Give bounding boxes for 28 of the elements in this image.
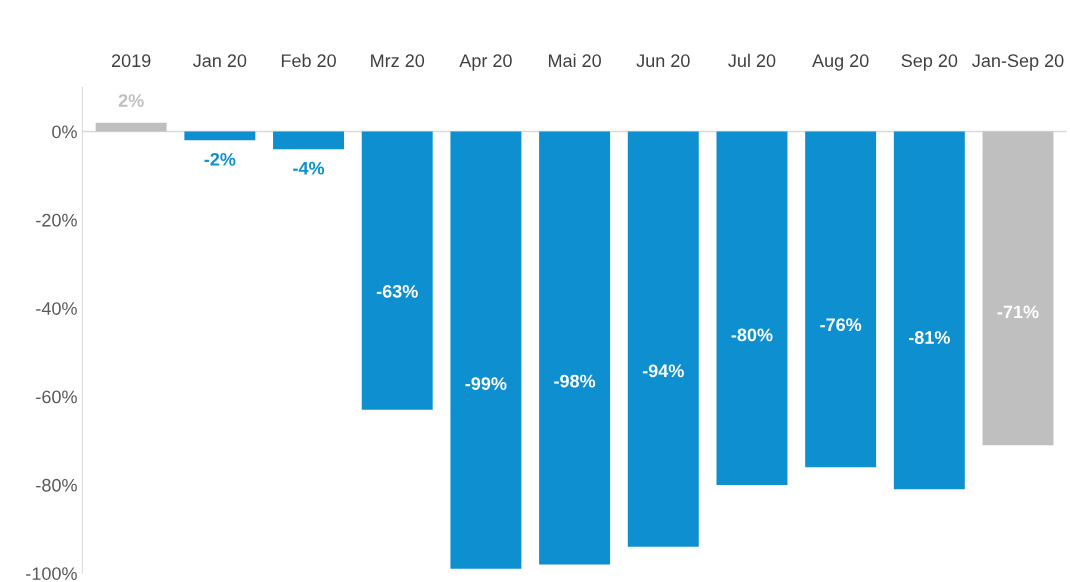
data-label: -99% <box>465 377 507 390</box>
x-tick-label: Jan 20 <box>193 54 247 68</box>
data-label: -94% <box>642 364 684 378</box>
x-tick-label: Sep 20 <box>901 54 958 71</box>
data-label: 2% <box>118 94 144 107</box>
data-label: -80% <box>731 328 773 342</box>
data-label: -71% <box>997 305 1039 319</box>
data-label: -2% <box>204 152 236 166</box>
y-tick-label: -100% <box>26 567 77 580</box>
y-tick-label: 0% <box>52 125 77 139</box>
data-label: -98% <box>554 374 596 388</box>
data-label: -4% <box>293 161 325 175</box>
data-label: -76% <box>820 318 862 332</box>
x-tick-label: Jun 20 <box>636 54 690 68</box>
x-tick-label: Apr 20 <box>459 54 512 71</box>
x-tick-label: Mai 20 <box>548 53 601 68</box>
y-tick-label: -80% <box>36 478 77 492</box>
x-tick-label: Aug 20 <box>812 54 869 71</box>
y-tick-label: -40% <box>36 302 77 315</box>
y-tick-label: -20% <box>36 213 77 227</box>
data-label: -63% <box>376 284 418 298</box>
x-tick-label: Jul 20 <box>728 53 776 68</box>
data-label: -81% <box>908 331 950 344</box>
x-tick-label: Feb 20 <box>281 53 336 68</box>
x-tick-label: Mrz 20 <box>371 54 425 68</box>
y-tick-label: -60% <box>36 390 77 404</box>
x-tick-label: Jan-Sep 20 <box>972 54 1064 71</box>
x-tick-label: 2019 <box>111 54 151 68</box>
